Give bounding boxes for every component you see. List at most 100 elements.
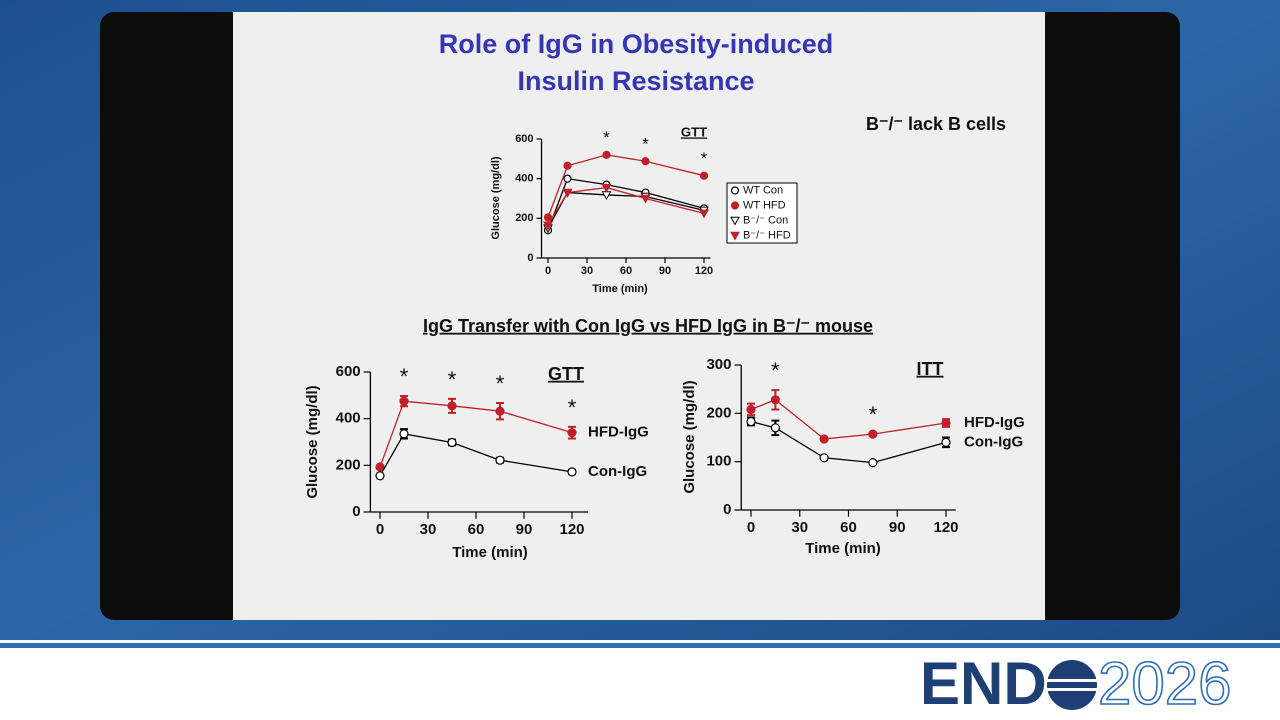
y-tick-label: 600 xyxy=(336,363,361,380)
legend-marker xyxy=(730,231,740,241)
x-tick-label: 120 xyxy=(695,265,713,277)
marker xyxy=(399,396,409,406)
x-axis-label: Time (min) xyxy=(452,544,528,561)
legend-label: WT Con xyxy=(743,184,783,196)
y-tick-label: 200 xyxy=(515,212,533,224)
y-tick-label: 0 xyxy=(723,501,731,518)
x-tick-label: 90 xyxy=(889,519,906,536)
series-label: Con-IgG xyxy=(588,463,647,480)
x-tick-label: 60 xyxy=(468,521,485,538)
x-tick-label: 0 xyxy=(376,521,384,538)
logo-mark xyxy=(1047,660,1097,710)
section-title: IgG Transfer with Con IgG vs HFD IgG in … xyxy=(423,316,873,336)
marker xyxy=(567,428,577,438)
chart-title: ITT xyxy=(917,359,944,379)
series-label: HFD-IgG xyxy=(964,414,1025,431)
marker xyxy=(447,401,457,411)
y-tick-label: 400 xyxy=(515,173,533,185)
marker xyxy=(868,458,878,468)
x-tick-label: 30 xyxy=(420,521,437,538)
slide-title: Role of IgG in Obesity-induced xyxy=(439,29,834,59)
marker xyxy=(819,434,829,444)
x-tick-label: 0 xyxy=(545,265,551,277)
x-tick-label: 60 xyxy=(620,265,632,277)
significance-mark: * xyxy=(496,371,505,396)
significance-mark: * xyxy=(400,364,409,389)
slide-title: Insulin Resistance xyxy=(517,66,754,96)
marker xyxy=(543,221,553,231)
x-tick-label: 90 xyxy=(659,265,671,277)
x-tick-label: 90 xyxy=(516,521,533,538)
legend-label: B⁻/⁻ Con xyxy=(743,214,788,226)
marker xyxy=(699,209,709,219)
marker xyxy=(602,150,611,159)
y-tick-label: 200 xyxy=(706,404,731,421)
marker xyxy=(495,406,505,416)
marker xyxy=(746,416,756,427)
significance-mark: * xyxy=(701,150,708,168)
logo-year: 2026 xyxy=(1098,650,1231,717)
marker xyxy=(770,395,780,405)
marker xyxy=(399,429,409,439)
marker xyxy=(640,194,651,204)
significance-mark: * xyxy=(603,129,610,147)
series-label: HFD-IgG xyxy=(588,424,649,441)
marker xyxy=(447,437,457,448)
legend-marker xyxy=(730,186,740,195)
marker xyxy=(375,471,385,481)
x-axis-label: Time (min) xyxy=(592,283,648,295)
marker xyxy=(770,423,780,433)
y-tick-label: 600 xyxy=(515,133,533,145)
logo-text: END xyxy=(920,650,1047,717)
y-tick-label: 300 xyxy=(706,356,731,373)
marker xyxy=(819,453,829,463)
marker xyxy=(941,437,951,447)
note: B⁻/⁻ lack B cells xyxy=(866,114,1006,134)
x-tick-label: 60 xyxy=(840,519,857,536)
significance-mark: * xyxy=(568,395,577,420)
footer-rule xyxy=(0,643,1280,648)
chart-title: GTT xyxy=(548,364,584,384)
marker xyxy=(868,429,878,439)
marker xyxy=(563,161,572,170)
y-tick-label: 100 xyxy=(706,453,731,470)
legend-label: B⁻/⁻ HFD xyxy=(743,229,791,241)
y-tick-label: 200 xyxy=(336,456,361,473)
legend-marker xyxy=(730,216,740,226)
marker xyxy=(567,467,577,477)
x-axis-label: Time (min) xyxy=(805,540,881,557)
marker xyxy=(699,171,709,180)
series-label: Con-IgG xyxy=(964,433,1023,450)
y-axis-label: Glucose (mg/dl) xyxy=(304,385,321,498)
marker xyxy=(563,174,572,183)
marker xyxy=(941,418,951,428)
marker xyxy=(746,404,756,415)
y-tick-label: 400 xyxy=(336,410,361,427)
marker xyxy=(601,183,612,193)
x-tick-label: 30 xyxy=(581,265,593,277)
marker xyxy=(641,157,650,166)
significance-mark: * xyxy=(771,358,780,383)
y-tick-label: 0 xyxy=(352,503,360,520)
significance-mark: * xyxy=(448,367,457,392)
significance-mark: * xyxy=(868,402,877,427)
x-tick-label: 0 xyxy=(747,519,755,536)
y-axis-label: Glucose (mg/dl) xyxy=(681,380,698,493)
x-tick-label: 120 xyxy=(933,519,958,536)
significance-mark: * xyxy=(642,136,649,154)
y-axis-label: Glucose (mg/dl) xyxy=(490,156,502,239)
x-tick-label: 30 xyxy=(791,519,808,536)
legend-label: WT HFD xyxy=(743,199,786,211)
legend-marker xyxy=(730,201,740,210)
chart-title: GTT xyxy=(681,124,707,139)
slide xyxy=(233,12,1045,620)
y-tick-label: 0 xyxy=(527,252,533,264)
marker xyxy=(543,213,553,222)
marker xyxy=(495,455,505,465)
x-tick-label: 120 xyxy=(559,521,584,538)
marker xyxy=(375,462,385,472)
marker xyxy=(562,188,573,198)
